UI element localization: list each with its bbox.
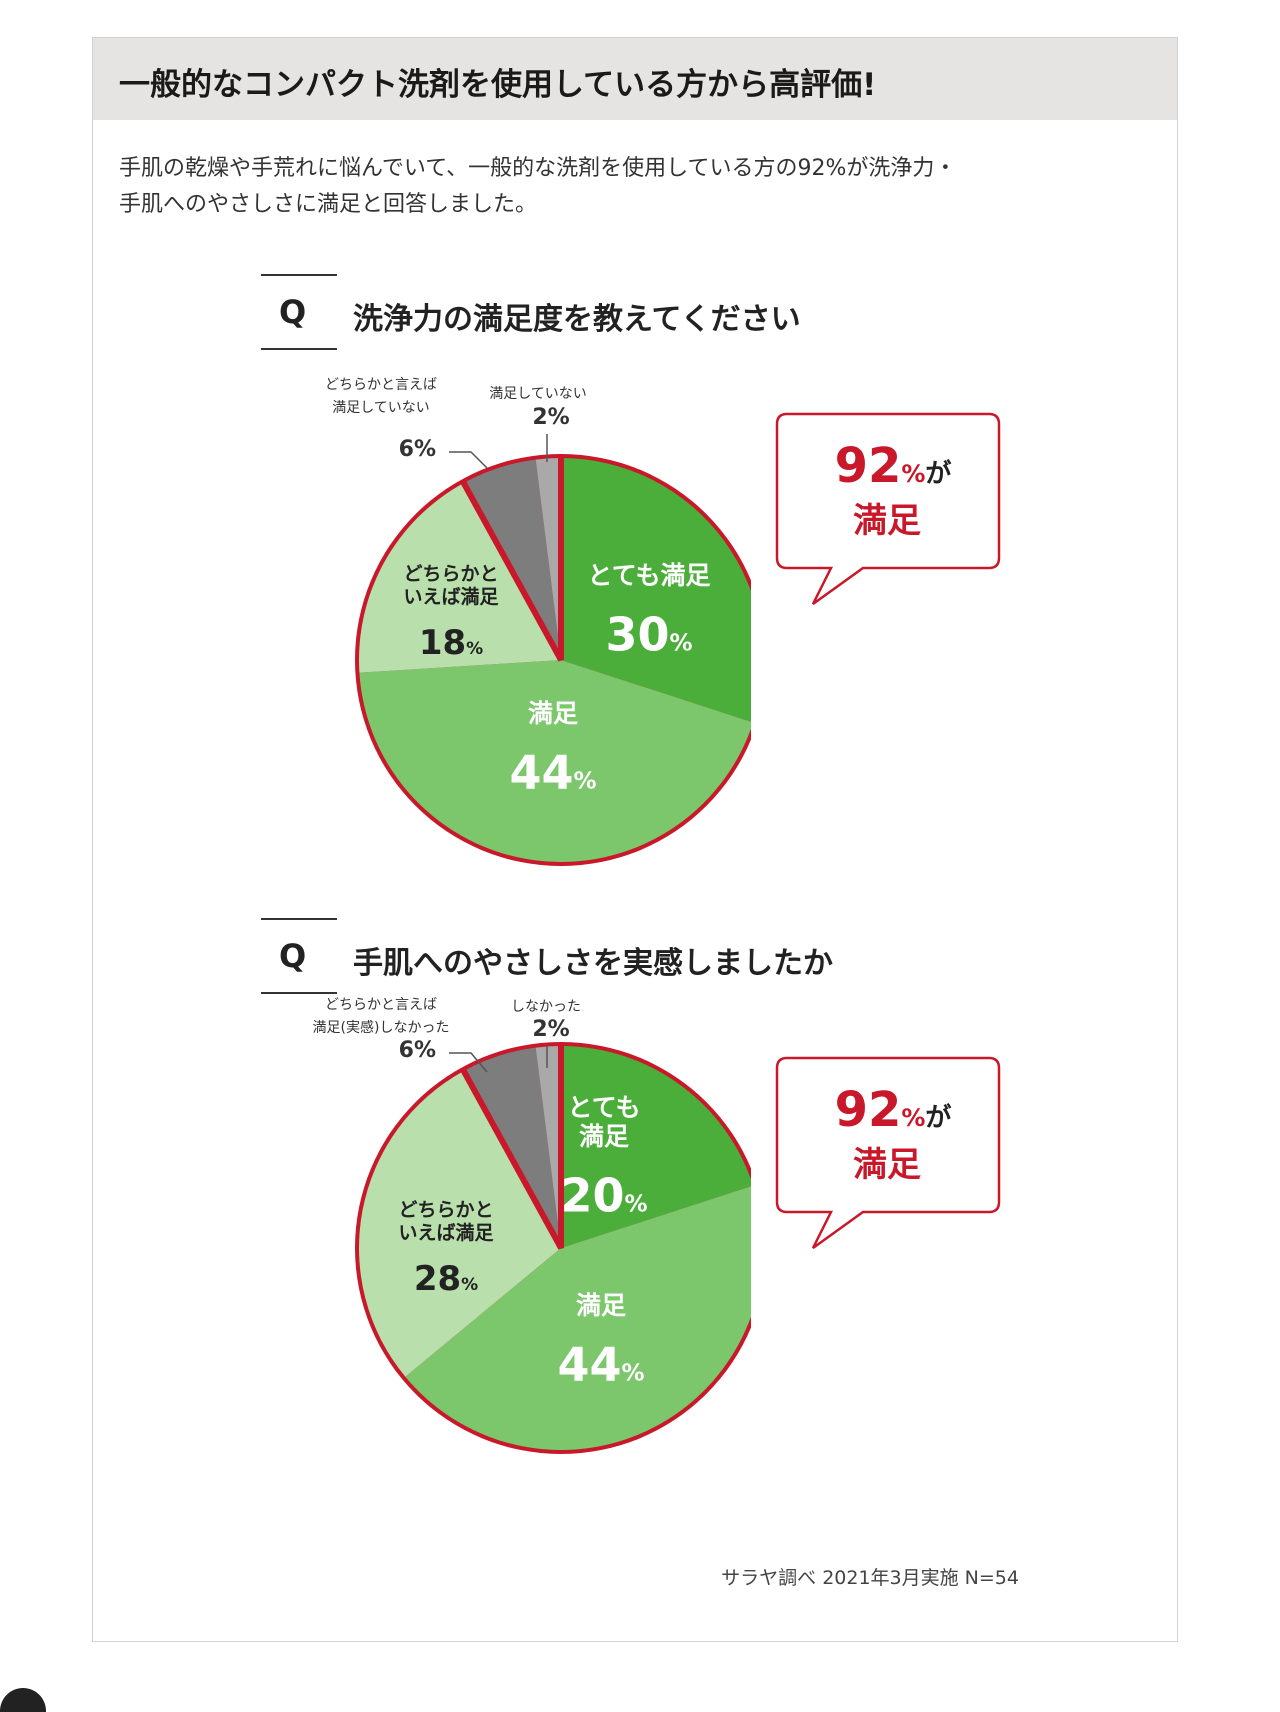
slice-label-1: 満足 — [579, 1122, 629, 1151]
question-1: Q 洗浄力の満足度を教えてください — [261, 274, 961, 350]
card-title: 一般的なコンパクト洗剤を使用している方から高評価! — [119, 67, 877, 103]
slice-value-5: 2% — [532, 405, 569, 430]
pie-chart-2: とても満足20%満足44%どちらかといえば満足28%どちらかと言えば満足(実感)… — [313, 997, 751, 1454]
question-2: Q 手肌へのやさしさを実感しましたか — [261, 918, 961, 994]
page-edge-mark — [0, 1688, 46, 1712]
pie-slice-2 — [359, 660, 751, 862]
satisfied-divider — [460, 1044, 564, 1250]
pie-slice-1 — [561, 458, 751, 722]
slice-label-3: いえば満足 — [403, 586, 499, 608]
slice-label-4: 満足(実感)しなかった — [313, 1019, 450, 1036]
slice-label-4: どちらかと言えば — [325, 997, 437, 1013]
slice-label-5: しなかった — [511, 999, 581, 1015]
callout-bubble — [775, 412, 1001, 606]
slice-value-4: 6% — [399, 1038, 436, 1063]
q1-rule-bottom — [261, 348, 337, 350]
callout-bubble — [775, 1056, 1001, 1250]
slice-label-4: どちらかと言えば — [325, 377, 437, 393]
pie-slice-5 — [535, 1046, 561, 1248]
lead-line-1: 手肌の乾燥や手荒れに悩んでいて、一般的な洗剤を使用している方の92%が洗浄力・ — [119, 156, 957, 181]
callout-suffix: が — [925, 1102, 951, 1133]
slice-unit-1: % — [624, 1192, 647, 1218]
lead-line-2: 手肌へのやさしさに満足と回答しました。 — [119, 192, 538, 217]
slice-value-4: 6% — [399, 437, 436, 462]
slice-unit-2: % — [621, 1361, 644, 1387]
slice-label-1: とても — [567, 1093, 640, 1122]
callout-2: 92%が満足 — [775, 1056, 1001, 1250]
pie-slice-3 — [359, 482, 561, 673]
callout-number: 92%が — [835, 1082, 952, 1138]
leader-line-4 — [449, 1052, 488, 1073]
slice-label-2: 満足 — [576, 1291, 626, 1320]
pie-slice-2 — [405, 1186, 751, 1450]
callout-line2: 満足 — [853, 501, 921, 541]
slice-label-3: いえば満足 — [398, 1222, 494, 1244]
callout-suffix: が — [925, 458, 951, 489]
survey-source: サラヤ調べ 2021年3月実施 N=54 — [721, 1567, 1019, 1589]
card-header: 一般的なコンパクト洗剤を使用している方から高評価! — [93, 38, 1177, 120]
callout-line2: 満足 — [853, 1145, 921, 1185]
callout-unit: % — [901, 460, 925, 488]
slice-label-2: 満足 — [528, 699, 578, 728]
lead-text: 手肌の乾燥や手荒れに悩んでいて、一般的な洗剤を使用している方の92%が洗浄力・ … — [119, 151, 1149, 223]
q2-rule-bottom — [261, 992, 337, 994]
q1-mark: Q — [279, 293, 307, 331]
slice-unit-3: % — [461, 1275, 478, 1295]
callout-unit: % — [901, 1104, 925, 1132]
pie-chart-1: とても満足30%満足44%どちらかといえば満足18%どちらかと言えば満足していな… — [325, 377, 751, 866]
q2-mark: Q — [279, 937, 307, 975]
slice-unit-2: % — [573, 769, 596, 795]
slice-label-1: とても満足 — [587, 561, 710, 590]
slice-unit-1: % — [669, 631, 692, 657]
callout-1: 92%が満足 — [775, 412, 1001, 606]
pie-slice-1 — [561, 1046, 751, 1248]
survey-card: 一般的なコンパクト洗剤を使用している方から高評価! 手肌の乾燥や手荒れに悩んでい… — [92, 37, 1178, 1642]
slice-label-3: どちらかと — [403, 563, 498, 585]
slice-label-4: 満足していない — [332, 400, 430, 416]
slice-value-5: 2% — [532, 1017, 569, 1042]
q2-title: 手肌へのやさしさを実感しましたか — [353, 946, 833, 981]
slice-unit-3: % — [466, 639, 483, 659]
satisfied-divider — [460, 456, 564, 662]
slice-label-5: 満足していない — [489, 386, 587, 402]
pie-slice-5 — [535, 458, 561, 660]
q2-rule-top — [261, 918, 337, 920]
leader-line-4 — [449, 451, 488, 469]
pie-slice-3 — [359, 1070, 561, 1377]
q1-title: 洗浄力の満足度を教えてください — [353, 302, 801, 337]
slice-label-3: どちらかと — [398, 1199, 493, 1221]
q1-rule-top — [261, 274, 337, 276]
